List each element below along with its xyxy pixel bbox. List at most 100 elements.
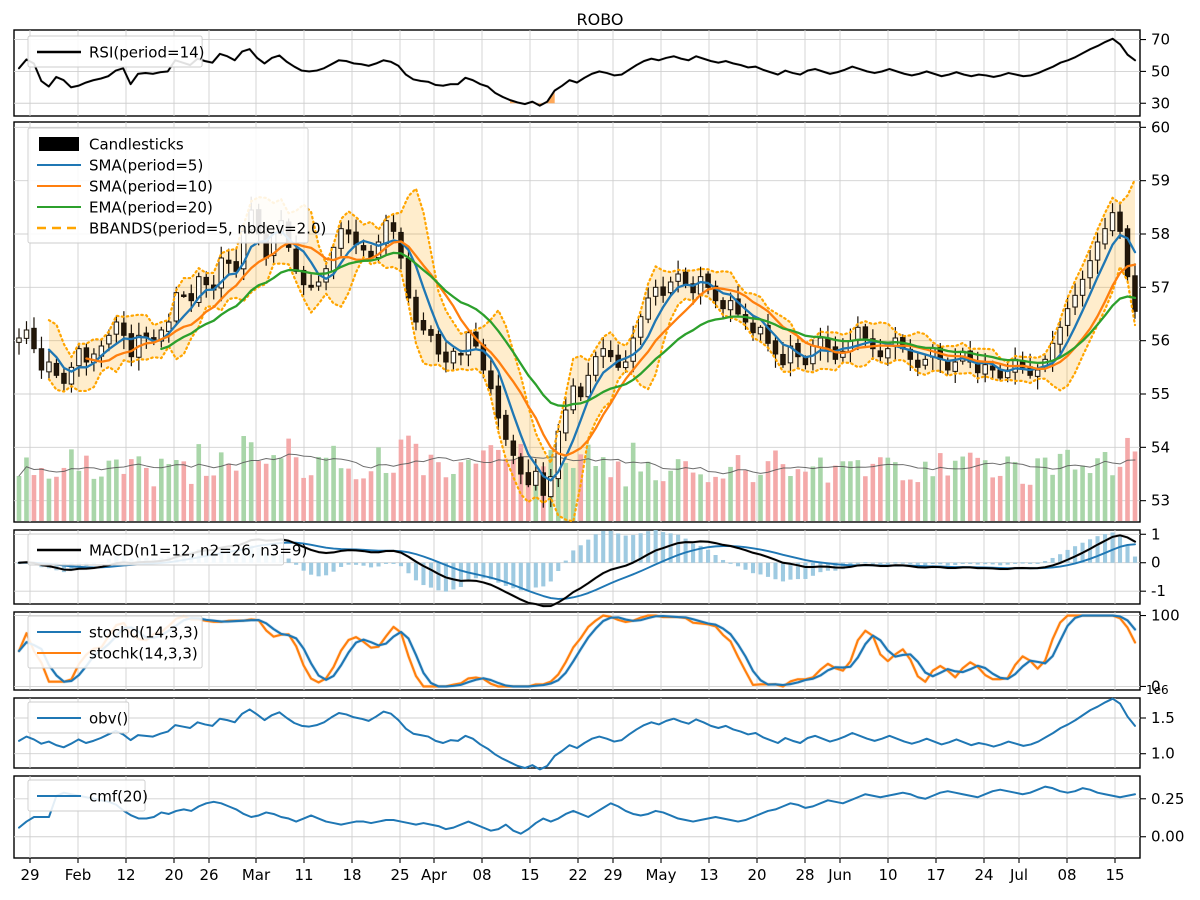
candle-body [802,357,809,366]
candle-body [592,356,599,376]
macd-histogram-bar [855,562,860,564]
y-tick-label: 30 [1151,94,1170,112]
macd-histogram-bar [1132,556,1138,563]
volume-bar [585,444,591,521]
volume-bar [593,466,599,521]
macd-histogram-bar [61,562,66,573]
y-tick-label: 1 [1151,525,1161,543]
volume-bar [675,459,681,521]
ema20-line [160,251,1137,408]
legend-label: SMA(period=10) [89,178,213,196]
candle-body [1034,369,1041,377]
candle-body [338,228,344,249]
macd-histogram-bar [421,562,426,586]
volume-bar [481,450,486,521]
candle-body [1064,308,1071,326]
x-tick-label: 25 [390,866,409,884]
volume-bar [226,463,232,521]
y-tick-label: 1.5 [1151,709,1175,727]
macd-histogram-bar [458,562,463,587]
candle-body [1057,326,1063,345]
volume-bar [361,478,366,521]
volume-bar [24,457,29,521]
volume-bar [810,466,816,521]
candle-body [128,333,135,358]
candle-body [518,456,524,475]
candle-body [675,273,681,282]
macd-histogram-bar [526,562,531,591]
macd-histogram-bar [428,562,433,588]
candle-body [16,337,22,343]
macd-histogram-bar [803,562,808,579]
volume-bar [503,458,509,521]
volume-bar [406,435,411,521]
candle-body [540,472,547,496]
candle-body [645,297,651,320]
macd-histogram-bar [795,562,800,580]
macd-histogram-bar [653,530,658,563]
candle-body [622,361,629,369]
volume-bar [563,462,569,521]
volume-bar [623,486,628,521]
volume-bar [121,473,127,521]
candle-body [585,374,591,398]
macd-histogram-bar [473,562,478,579]
candle-body [495,385,502,419]
x-tick-label: Mar [242,866,271,884]
x-tick-label: 15 [520,866,539,884]
candle-body [989,365,996,371]
volume-bar [750,482,756,521]
volume-bar [233,470,239,521]
volume-bar [997,475,1003,521]
y-tick-label: 53 [1151,492,1170,510]
macd-histogram-bar [998,562,1003,566]
x-tick-label: 29 [20,866,39,884]
candle-body [1102,228,1108,245]
price-legend-box [27,127,309,244]
x-tick-label: 20 [164,866,183,884]
x-tick-label: 10 [878,866,897,884]
candle-body [660,286,666,296]
macd-histogram-bar [563,560,568,563]
volume-bar [907,479,913,521]
macd-histogram-bar [676,534,681,563]
volume-bar [967,452,973,521]
macd-histogram-bar [863,562,868,564]
volume-bar [1057,453,1063,521]
macd-histogram-bar [885,562,890,564]
volume-bar [698,474,703,521]
volume-bar [893,462,898,521]
volume-bar [1027,484,1033,521]
macd-legend-box [27,533,285,566]
volume-bar [945,475,951,521]
macd-histogram-bar [900,562,905,564]
candle-body [173,292,180,322]
volume-bar [720,478,726,521]
candle-body [1049,342,1056,362]
macd-histogram-bar [810,562,815,576]
legend-label: EMA(period=20) [89,199,213,217]
legend-label: RSI(period=14) [89,44,205,62]
volume-bar [578,454,584,521]
macd-histogram-bar [623,535,628,563]
macd-histogram-bar [765,562,771,577]
macd-histogram-bar [1043,561,1048,563]
candle-body [61,372,67,384]
legend-label: obv() [89,710,128,728]
volume-bar [428,454,434,521]
candle-body [166,321,172,332]
volume-bar [39,468,44,521]
stochd-line [17,614,1137,688]
macd-histogram-bar [294,562,299,565]
volume-bar [870,463,876,521]
candle-body [53,362,60,376]
macd-histogram-bar [1073,546,1078,563]
candle-body [203,276,209,286]
macd-histogram-bar [683,538,688,563]
volume-bar [144,467,149,521]
macd-histogram-bar [1050,557,1055,563]
candle-body [1109,212,1116,232]
candle-body [563,409,569,434]
candle-body [1087,260,1093,279]
